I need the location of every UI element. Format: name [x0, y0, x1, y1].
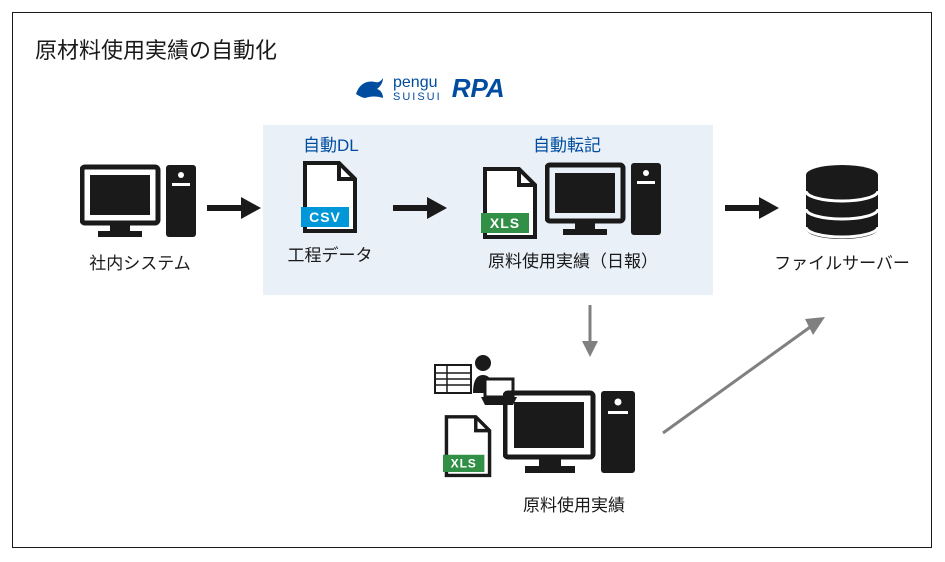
arrow-2 [391, 193, 447, 223]
computer-icon [545, 161, 665, 241]
node-csv: CSV 工程データ [275, 161, 385, 266]
computer-icon [80, 163, 200, 243]
pengu-rpa-logo: pengu SUISUI RPA [353, 73, 505, 104]
xls-file-icon: XLS [443, 415, 493, 479]
svg-text:XLS: XLS [451, 457, 477, 471]
node-label-manual: 原料使用実績 [523, 491, 625, 516]
node-file-server: ファイルサーバー [767, 163, 917, 274]
logo-brand-sub: SUISUI [393, 91, 442, 103]
logo-rpa-text: RPA [452, 73, 505, 104]
arrow-diag-gray [653, 313, 833, 473]
xls-file-icon: XLS [481, 167, 539, 241]
diagram-title: 原材料使用実績の自動化 [35, 33, 277, 65]
arrow-1 [205, 193, 261, 223]
node-label-xls-report: 原料使用実績（日報） [488, 247, 658, 272]
node-label-server: ファイルサーバー [774, 249, 910, 274]
node-internal-system: 社内システム [65, 163, 215, 274]
database-icon [800, 163, 884, 243]
csv-file-icon: CSV [301, 161, 359, 235]
bird-icon [353, 74, 387, 104]
svg-text:XLS: XLS [490, 215, 520, 231]
diagram-frame: 原材料使用実績の自動化 pengu SUISUI RPA 自動DL 自動転記 社… [12, 12, 932, 548]
step-auto-copy: 自動転記 [533, 131, 601, 156]
computer-icon [503, 389, 643, 481]
node-label-system: 社内システム [89, 249, 191, 274]
node-label-csv: 工程データ [288, 241, 373, 266]
node-xls-report: XLS 原料使用実績（日報） [453, 161, 693, 272]
arrow-down-gray [578, 303, 602, 359]
logo-brand: pengu [393, 75, 442, 91]
svg-text:CSV: CSV [309, 209, 341, 225]
step-auto-dl: 自動DL [303, 131, 359, 156]
